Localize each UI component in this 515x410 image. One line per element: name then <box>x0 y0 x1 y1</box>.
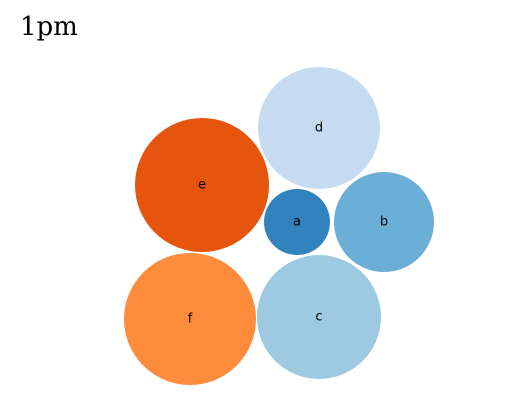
bubble-e <box>135 118 269 252</box>
bubbles-group: a b c d e f <box>124 67 434 385</box>
bubble-label-c: c <box>315 310 322 325</box>
time-title: 1pm <box>20 12 78 42</box>
bubble-label-b: b <box>380 215 388 230</box>
bubble-f <box>124 253 256 385</box>
bubble-label-a: a <box>293 215 301 230</box>
bubble-label-d: d <box>315 121 323 136</box>
bubble-label-f: f <box>188 312 193 327</box>
bubble-a <box>264 189 330 255</box>
bubble-d <box>258 67 380 189</box>
bubble-c <box>257 255 381 379</box>
bubble-label-e: e <box>198 178 206 193</box>
bubble-b <box>334 172 434 272</box>
